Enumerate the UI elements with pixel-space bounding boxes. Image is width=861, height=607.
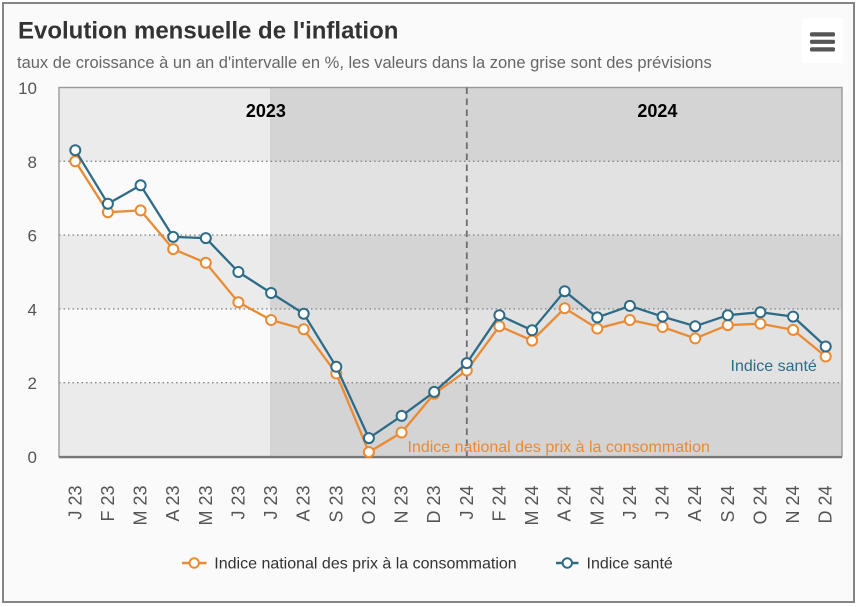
- svg-text:A 24: A 24: [685, 486, 705, 522]
- svg-text:2024: 2024: [637, 101, 677, 121]
- svg-text:J 23: J 23: [228, 486, 248, 520]
- svg-text:2: 2: [28, 374, 37, 393]
- svg-text:J 24: J 24: [653, 486, 673, 520]
- svg-text:F 23: F 23: [98, 486, 118, 522]
- svg-text:J 23: J 23: [261, 486, 281, 520]
- svg-text:O 23: O 23: [359, 486, 379, 525]
- svg-text:M 24: M 24: [587, 486, 607, 526]
- svg-text:M 23: M 23: [196, 486, 216, 526]
- svg-text:4: 4: [28, 300, 37, 319]
- svg-text:N 24: N 24: [783, 486, 803, 524]
- svg-text:0: 0: [28, 448, 37, 467]
- svg-text:O 24: O 24: [750, 486, 770, 525]
- svg-text:2023: 2023: [246, 101, 286, 121]
- svg-text:6: 6: [28, 227, 37, 246]
- svg-text:10: 10: [18, 79, 37, 98]
- svg-text:taux de croissance à un an d'i: taux de croissance à un an d'intervalle …: [17, 54, 712, 72]
- svg-text:N 23: N 23: [392, 486, 412, 524]
- svg-text:M 23: M 23: [131, 486, 151, 526]
- svg-text:Indice santé: Indice santé: [731, 358, 817, 375]
- svg-text:Indice santé: Indice santé: [587, 556, 673, 573]
- svg-text:A 24: A 24: [555, 486, 575, 522]
- svg-text:Indice national des prix à la: Indice national des prix à la consommati…: [408, 439, 710, 456]
- svg-text:D 23: D 23: [424, 486, 444, 524]
- svg-text:M 24: M 24: [522, 486, 542, 526]
- svg-text:S 24: S 24: [718, 486, 738, 523]
- svg-text:J 23: J 23: [65, 486, 85, 520]
- svg-text:F 24: F 24: [489, 486, 509, 522]
- svg-text:Evolution mensuelle de l'infla: Evolution mensuelle de l'inflation: [18, 18, 398, 45]
- svg-text:8: 8: [28, 153, 37, 172]
- svg-text:J 24: J 24: [457, 486, 477, 520]
- svg-text:Indice national des prix à la: Indice national des prix à la consommati…: [214, 556, 516, 573]
- svg-text:J 24: J 24: [620, 486, 640, 520]
- svg-text:D 24: D 24: [816, 486, 836, 524]
- svg-text:A 23: A 23: [294, 486, 314, 522]
- svg-text:S 23: S 23: [326, 486, 346, 523]
- svg-text:A 23: A 23: [163, 486, 183, 522]
